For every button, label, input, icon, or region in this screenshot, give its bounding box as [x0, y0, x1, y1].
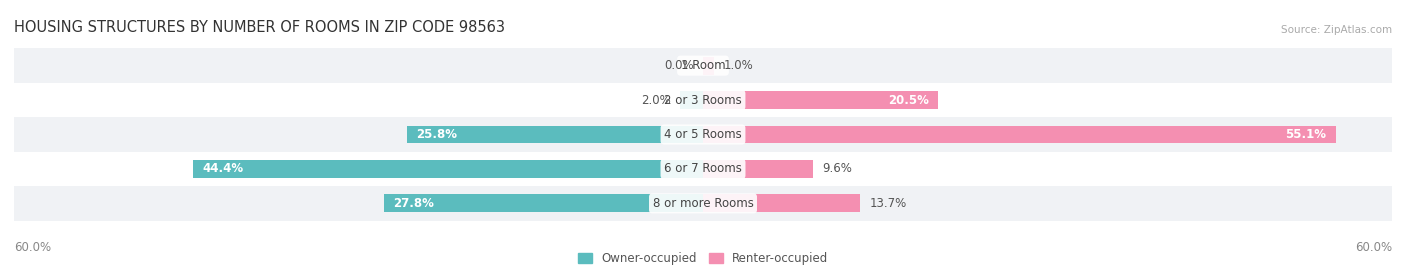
Bar	[406, 126, 703, 143]
Text: 4 or 5 Rooms: 4 or 5 Rooms	[664, 128, 742, 141]
Bar	[703, 194, 860, 212]
Text: 25.8%: 25.8%	[416, 128, 457, 141]
Text: 8 or more Rooms: 8 or more Rooms	[652, 197, 754, 210]
Text: 44.4%: 44.4%	[202, 162, 243, 175]
Bar	[681, 91, 703, 109]
Text: 0.0%: 0.0%	[664, 59, 693, 72]
Text: 6 or 7 Rooms: 6 or 7 Rooms	[664, 162, 742, 175]
Bar	[703, 91, 938, 109]
Text: 1.0%: 1.0%	[724, 59, 754, 72]
Bar	[14, 48, 1392, 83]
Text: 20.5%: 20.5%	[889, 94, 929, 107]
Text: 2 or 3 Rooms: 2 or 3 Rooms	[664, 94, 742, 107]
Text: 60.0%: 60.0%	[14, 241, 51, 254]
Bar	[14, 186, 1392, 221]
Bar	[14, 152, 1392, 186]
Bar	[14, 117, 1392, 152]
Bar	[703, 160, 813, 178]
Legend: Owner-occupied, Renter-occupied: Owner-occupied, Renter-occupied	[572, 247, 834, 269]
Bar	[14, 83, 1392, 117]
Text: 9.6%: 9.6%	[823, 162, 852, 175]
Text: 2.0%: 2.0%	[641, 94, 671, 107]
Text: 27.8%: 27.8%	[392, 197, 434, 210]
Text: 60.0%: 60.0%	[1355, 241, 1392, 254]
Text: 1 Room: 1 Room	[681, 59, 725, 72]
Bar	[193, 160, 703, 178]
Text: Source: ZipAtlas.com: Source: ZipAtlas.com	[1281, 25, 1392, 35]
Bar	[384, 194, 703, 212]
Text: HOUSING STRUCTURES BY NUMBER OF ROOMS IN ZIP CODE 98563: HOUSING STRUCTURES BY NUMBER OF ROOMS IN…	[14, 20, 505, 35]
Text: 55.1%: 55.1%	[1285, 128, 1326, 141]
Bar	[703, 126, 1336, 143]
Bar	[703, 57, 714, 75]
Text: 13.7%: 13.7%	[869, 197, 907, 210]
